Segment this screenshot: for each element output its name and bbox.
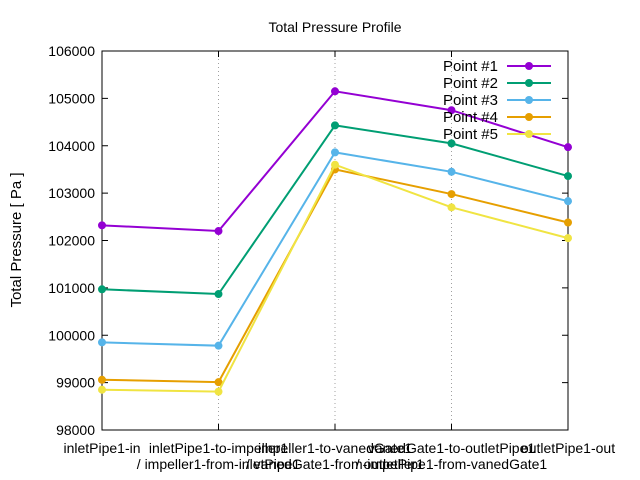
series-line-point-3 (101, 151, 569, 347)
data-point (564, 172, 572, 181)
legend-marker (525, 130, 533, 138)
data-point (564, 234, 572, 243)
y-axis-label: Total Pressure [ Pa ] (8, 172, 25, 307)
data-point (447, 139, 456, 148)
data-point (331, 87, 339, 96)
data-point (331, 121, 339, 130)
data-point (214, 341, 223, 350)
data-point (98, 285, 106, 294)
y-tick-label: 103000 (48, 185, 95, 201)
axes: 98000 99000 100000 101000 102000 103000 104000… (48, 43, 615, 472)
data-point (98, 385, 106, 394)
y-tick-label: 102000 (48, 233, 95, 249)
data-point (447, 203, 456, 212)
x-tick-label: vanedGate1-to-outletPipe1 (368, 440, 536, 456)
series-line-point-5 (101, 163, 569, 393)
y-tick-label: 98000 (56, 422, 95, 438)
data-point (214, 227, 223, 236)
grid-lines (218, 51, 452, 430)
data-point (214, 387, 223, 396)
data-point (447, 167, 456, 176)
x-tick-label: outletPipe1-out (521, 440, 615, 456)
x-tick-label: impeller1-to-vanedGate1 (258, 440, 412, 456)
legend-label: Point #4 (443, 109, 498, 126)
legend-label: Point #3 (443, 92, 498, 109)
data-point (98, 375, 106, 384)
x-tick-label: / impeller1-from-inletPipe1 (137, 456, 301, 472)
data-point (98, 221, 106, 230)
data-point (331, 148, 339, 157)
data-point (564, 197, 572, 206)
y-tick-label: 100000 (48, 327, 95, 343)
data-point (214, 378, 223, 387)
legend-marker (525, 113, 533, 121)
legend-marker (525, 96, 533, 104)
legend-label: Point #5 (443, 126, 498, 143)
data-point (564, 218, 572, 227)
data-point (564, 143, 572, 152)
y-tick-label: 99000 (56, 375, 95, 391)
data-point (447, 190, 456, 199)
y-tick-label: 104000 (48, 138, 95, 154)
x-tick-label: / outletPipe1-from-vanedGate1 (356, 456, 548, 472)
y-tick-label: 106000 (48, 43, 95, 59)
legend-marker (525, 79, 533, 87)
series-layer (98, 87, 572, 396)
legend-marker (525, 62, 533, 70)
x-tick-label: inletPipe1-to-impeller1 (149, 440, 289, 456)
data-point (331, 160, 339, 169)
chart-title: Total Pressure Profile (268, 19, 401, 35)
x-tick-label: inletPipe1-in (63, 440, 140, 456)
data-point (214, 290, 223, 299)
x-tick-label: / vanedGate1-from-impeller1 (246, 456, 424, 472)
y-tick-label: 101000 (48, 280, 95, 296)
y-tick-label: 105000 (48, 90, 95, 106)
data-point (447, 106, 456, 115)
data-point (98, 338, 106, 347)
legend-label: Point #1 (443, 58, 498, 75)
legend-label: Point #2 (443, 75, 498, 92)
